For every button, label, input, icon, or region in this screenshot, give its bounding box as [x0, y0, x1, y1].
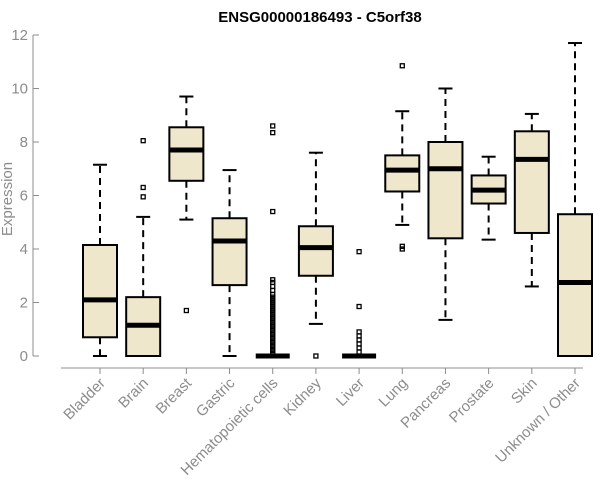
outlier-point	[399, 63, 405, 69]
outlier-point	[313, 353, 319, 359]
outlier-point	[399, 243, 405, 249]
outlier-point	[270, 334, 276, 340]
outlier-point	[270, 342, 276, 348]
outlier-point	[270, 129, 276, 136]
outlier-point	[270, 339, 276, 346]
outlier-point	[356, 249, 362, 255]
y-tick-label: 10	[11, 81, 28, 98]
y-axis-title: Expression	[0, 162, 16, 236]
box-body	[297, 225, 334, 277]
outlier-point	[270, 337, 276, 343]
outlier-point	[270, 326, 276, 332]
y-tick-label: 2	[20, 295, 28, 312]
x-category-label: Lung	[375, 375, 411, 411]
outlier-point	[270, 318, 276, 324]
outlier-point	[270, 279, 276, 286]
outlier-point	[140, 138, 146, 144]
y-tick-label: 12	[11, 27, 28, 44]
y-tick-label: 0	[20, 348, 28, 365]
x-category-label: Prostate	[446, 375, 498, 427]
x-category-label: Brain	[115, 375, 152, 412]
y-tick-label: 4	[20, 241, 28, 258]
outlier-point	[399, 246, 405, 252]
outlier-point	[270, 310, 276, 316]
outlier-point	[270, 313, 276, 319]
outlier-point	[356, 329, 362, 335]
outlier-point	[270, 208, 276, 215]
outlier-point	[270, 315, 276, 322]
box-body	[427, 141, 464, 240]
outlier-point	[140, 194, 146, 200]
box-body	[168, 126, 205, 182]
outlier-point	[270, 331, 276, 338]
x-category-label: Liver	[333, 375, 368, 410]
box-body	[384, 154, 421, 193]
x-category-label: Breast	[153, 374, 196, 417]
outlier-point	[140, 184, 146, 191]
outlier-point	[270, 305, 276, 311]
y-tick-label: 8	[20, 134, 28, 151]
outlier-point	[270, 329, 276, 335]
outlier-point	[270, 299, 276, 306]
outlier-point	[270, 321, 276, 327]
outlier-point	[270, 347, 276, 354]
y-tick-label: 6	[20, 188, 28, 205]
box-body	[82, 243, 118, 339]
outlier-point	[270, 307, 276, 314]
box-body	[557, 213, 593, 357]
chart-title: ENSG00000186493 - C5orf38	[218, 9, 421, 26]
outlier-point	[270, 302, 276, 308]
box-body	[211, 217, 248, 287]
x-category-label: Kidney	[280, 374, 325, 419]
outlier-point	[270, 345, 276, 351]
x-category-label: Bladder	[60, 375, 109, 424]
x-category-label: Skin	[508, 375, 541, 408]
box-body	[513, 130, 550, 234]
outlier-point	[270, 323, 276, 330]
outlier-point	[183, 307, 190, 314]
outlier-point	[270, 294, 276, 300]
outlier-point	[356, 303, 362, 310]
outlier-point	[270, 123, 276, 129]
outlier-point	[270, 350, 276, 356]
outlier-point	[270, 297, 276, 303]
outlier-point	[270, 277, 276, 283]
